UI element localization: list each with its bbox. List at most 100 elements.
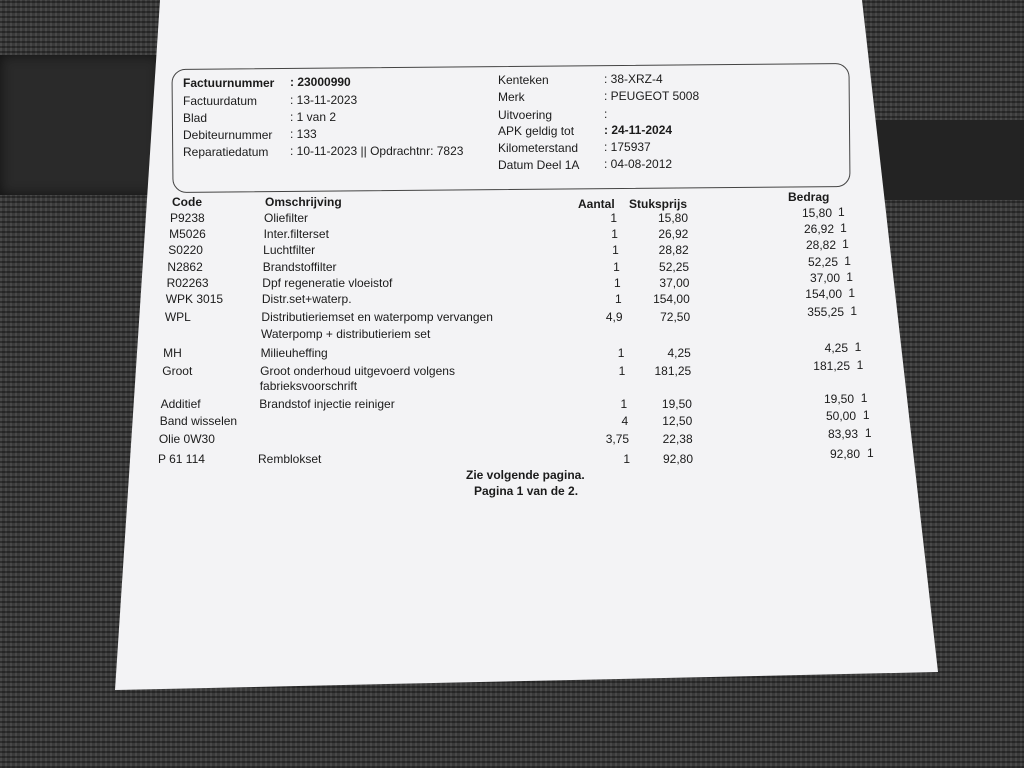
row-amount: 4,25 [824,341,848,355]
row-amount: 26,92 [803,222,834,236]
header-value: : [604,107,608,121]
row-flag: 1 [850,304,858,318]
row-code: N2862 [167,260,203,274]
row-code: Band wisselen [159,414,238,428]
row-unit-price: 22,38 [662,432,693,446]
header-label: Uitvoering [498,108,553,122]
col-description: Omschrijving [265,195,342,209]
row-unit-price: 19,50 [661,397,692,411]
row-code: R02263 [166,276,209,290]
header-label: Kilometerstand [498,141,579,155]
row-description: Dpf regeneratie vloeistof [262,276,393,290]
row-amount: 19,50 [823,392,854,406]
header-value: : 23000990 [290,75,351,89]
page-info: Pagina 1 van de 2. [474,484,579,498]
row-flag: 1 [867,446,874,460]
row-quantity: 1 [618,364,626,378]
row-quantity: 1 [623,452,630,466]
row-description: Distributieriemset en waterpomp vervange… [261,310,493,324]
row-description: Brandstof injectie reiniger [259,397,395,411]
row-flag: 1 [846,270,853,284]
row-code: MH [163,346,182,360]
col-unit-price: Stuksprijs [629,197,688,211]
row-code: M5026 [169,227,206,241]
row-code: Groot [162,364,193,378]
header-value: : 13-11-2023 [290,93,358,107]
row-amount: 181,25 [813,359,850,373]
row-unit-price: 12,50 [662,414,693,428]
header-value: : 38-XRZ-4 [604,72,663,86]
row-code: P 61 114 [158,452,205,466]
row-description: Brandstoffilter [262,260,337,274]
row-unit-price: 37,00 [659,276,690,290]
row-quantity: 1 [617,346,625,360]
row-description: Remblokset [258,452,322,466]
row-flag: 1 [838,205,845,219]
row-description: Oliefilter [264,211,309,225]
row-description: Inter.filterset [263,227,329,241]
row-unit-price: 28,82 [658,243,689,257]
row-quantity: 4,9 [605,310,623,324]
row-quantity: 1 [614,276,621,290]
row-unit-price: 92,80 [662,452,693,466]
row-unit-price: 26,92 [658,227,689,241]
row-unit-price: 15,80 [657,211,688,225]
row-description: Groot onderhoud uitgevoerd volgens [260,364,455,378]
header-label: Factuurdatum [183,94,258,108]
header-value: : 24-11-2024 [604,123,673,137]
row-description: Distr.set+waterp. [261,292,352,306]
row-quantity: 1 [611,227,618,241]
row-amount: 92,80 [829,447,860,461]
header-value: : 175937 [604,140,651,154]
col-code: Code [172,195,202,209]
header-label: Datum Deel 1A [498,158,580,172]
row-quantity: 1 [614,292,622,306]
row-code: P9238 [170,211,205,225]
row-quantity: 1 [610,211,617,225]
row-flag: 1 [862,408,870,422]
row-amount: 37,00 [809,271,840,285]
row-flag: 1 [844,254,851,268]
row-quantity: 3,75 [605,432,630,446]
row-description: fabrieksvoorschrift [259,379,358,393]
header-value: : 1 van 2 [290,110,337,124]
header-value: : 10-11-2023 || Opdrachtnr: 7823 [290,144,464,158]
row-code: Olie 0W30 [158,432,215,446]
row-flag: 1 [860,391,868,405]
row-description: Luchtfilter [263,243,316,257]
bag-strap [860,120,1024,200]
row-amount: 15,80 [801,206,832,220]
row-description: Waterpomp + distributieriem set [261,327,431,341]
next-page-note: Zie volgende pagina. [466,468,585,482]
row-quantity: 1 [620,397,628,411]
col-amount: Bedrag [788,190,830,204]
row-quantity: 1 [612,243,619,257]
row-amount: 50,00 [825,409,856,423]
header-label: Debiteurnummer [183,128,273,142]
row-quantity: 1 [613,260,620,274]
row-flag: 1 [854,340,862,354]
row-amount: 83,93 [827,427,858,441]
header-value: : 04-08-2012 [604,157,673,171]
header-label: Kenteken [498,73,549,87]
row-amount: 52,25 [807,255,838,269]
row-amount: 28,82 [805,238,836,252]
row-unit-price: 154,00 [653,292,690,306]
row-unit-price: 52,25 [659,260,690,274]
bag-strap [0,55,160,195]
row-code: WPK 3015 [165,292,224,306]
header-label: APK geldig tot [498,124,575,138]
header-label: Merk [498,90,525,104]
row-unit-price: 181,25 [654,364,692,378]
row-unit-price: 4,25 [667,346,691,360]
row-code: Additief [160,397,201,411]
row-code: S0220 [168,243,203,257]
row-quantity: 4 [621,414,629,428]
row-flag: 1 [864,426,872,440]
header-label: Blad [183,111,208,125]
row-flag: 1 [848,286,856,300]
header-label: Factuurnummer [183,76,275,90]
row-amount: 154,00 [805,287,842,301]
col-quantity: Aantal [578,197,615,211]
